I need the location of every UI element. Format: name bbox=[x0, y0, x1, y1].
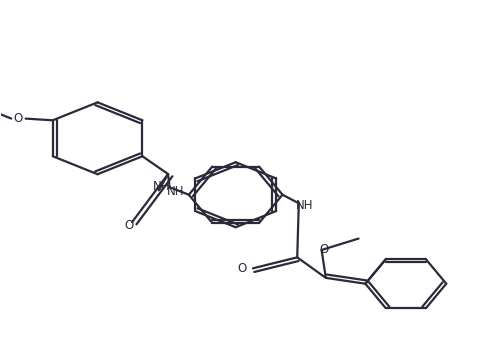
Text: O: O bbox=[13, 112, 23, 125]
Text: O: O bbox=[124, 219, 133, 232]
Text: NH: NH bbox=[167, 185, 184, 198]
Text: NH: NH bbox=[153, 180, 171, 193]
Text: O: O bbox=[319, 243, 329, 256]
Text: O: O bbox=[238, 262, 247, 275]
Text: NH: NH bbox=[296, 198, 313, 211]
